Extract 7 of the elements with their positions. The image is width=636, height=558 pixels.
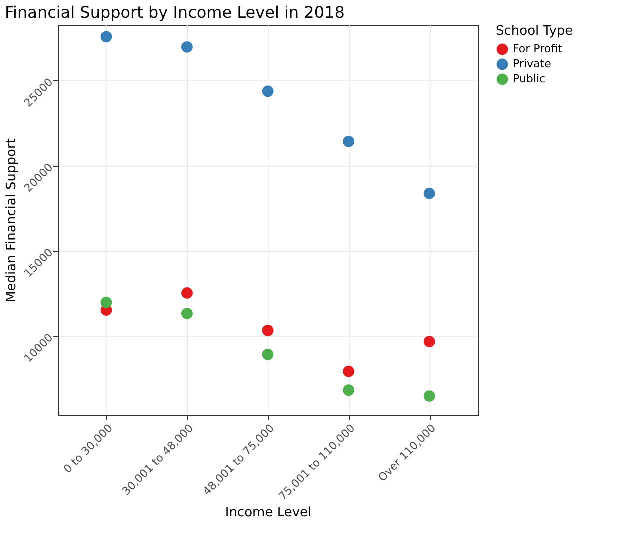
y-axis-title: Median Financial Support (4, 138, 20, 302)
legend-label: Private (513, 58, 552, 70)
legend-label: Public (513, 72, 546, 86)
legend-label: For Profit (513, 42, 564, 56)
x-axis-title: Income Level (225, 505, 312, 520)
legend-title: School Type (496, 24, 574, 39)
chart-title: Financial Support by Income Level in 2018 (5, 3, 345, 22)
